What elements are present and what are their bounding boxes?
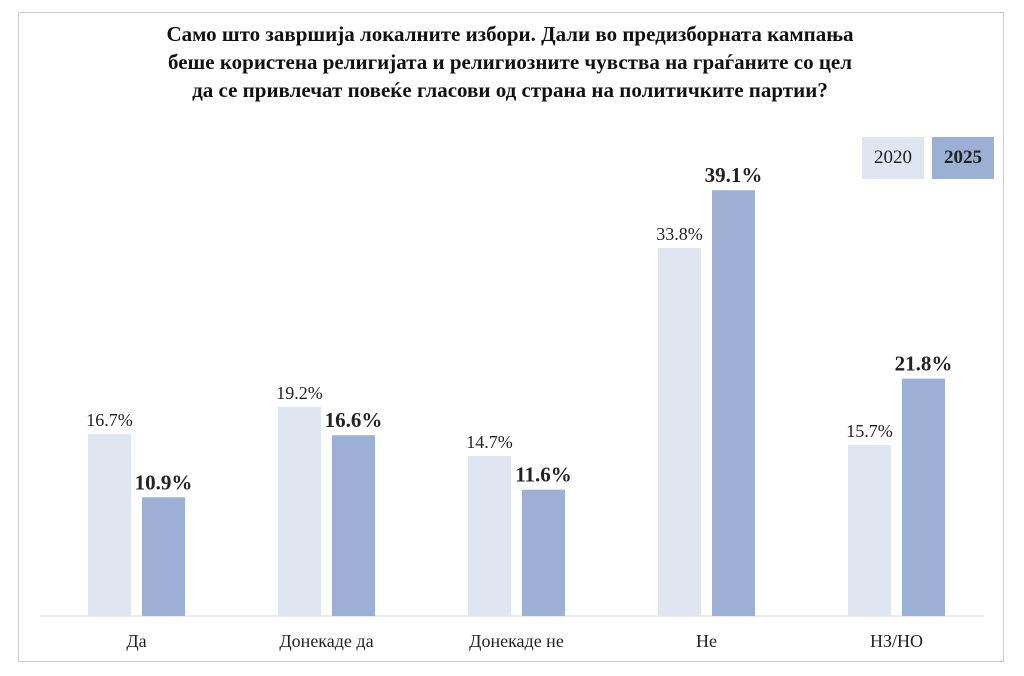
data-label-2025-2: 11.6% xyxy=(515,463,572,487)
x-tick-label-0: Да xyxy=(126,631,146,651)
data-label-2020-3: 33.8% xyxy=(656,224,703,244)
bar-2025-3 xyxy=(712,190,755,617)
bar-2020-2 xyxy=(468,455,511,616)
bar-2020-1 xyxy=(278,406,321,616)
x-tick-label-2: Донекаде не xyxy=(469,631,564,651)
x-tick-label-1: Донекаде да xyxy=(279,631,373,651)
data-label-2025-3: 39.1% xyxy=(705,163,763,187)
x-tick-label-4: НЗ/НО xyxy=(870,631,923,651)
bar-2025-2 xyxy=(522,489,565,616)
data-label-2025-1: 16.6% xyxy=(325,408,383,432)
legend-item-2020: 2020 xyxy=(862,137,924,179)
data-label-2020-4: 15.7% xyxy=(846,421,893,441)
legend: 2020 2025 xyxy=(862,137,994,179)
bar-2020-3 xyxy=(658,247,701,616)
bar-2020-0 xyxy=(88,434,131,616)
bar-2025-4 xyxy=(902,378,945,616)
bar-2025-1 xyxy=(332,435,375,616)
title-line-3: да се привлечат повеќе гласови од страна… xyxy=(192,78,828,102)
bar-2020-4 xyxy=(848,445,891,616)
data-label-2020-1: 19.2% xyxy=(276,383,323,403)
chart-title: Само што завршија локалните избори. Дали… xyxy=(60,20,960,104)
bar-2025-0 xyxy=(142,497,185,616)
title-line-2: беше користена религијата и религиозните… xyxy=(167,50,853,74)
legend-label-2025: 2025 xyxy=(944,147,982,168)
data-label-2025-0: 10.9% xyxy=(135,470,193,494)
title-line-1: Само што завршија локалните избори. Дали… xyxy=(166,22,854,46)
data-label-2025-4: 21.8% xyxy=(895,352,953,376)
data-label-2020-0: 16.7% xyxy=(86,410,133,430)
x-tick-label-3: Не xyxy=(696,631,717,651)
legend-label-2020: 2020 xyxy=(874,147,912,168)
legend-item-2025: 2025 xyxy=(932,137,994,179)
data-label-2020-2: 14.7% xyxy=(466,432,513,452)
